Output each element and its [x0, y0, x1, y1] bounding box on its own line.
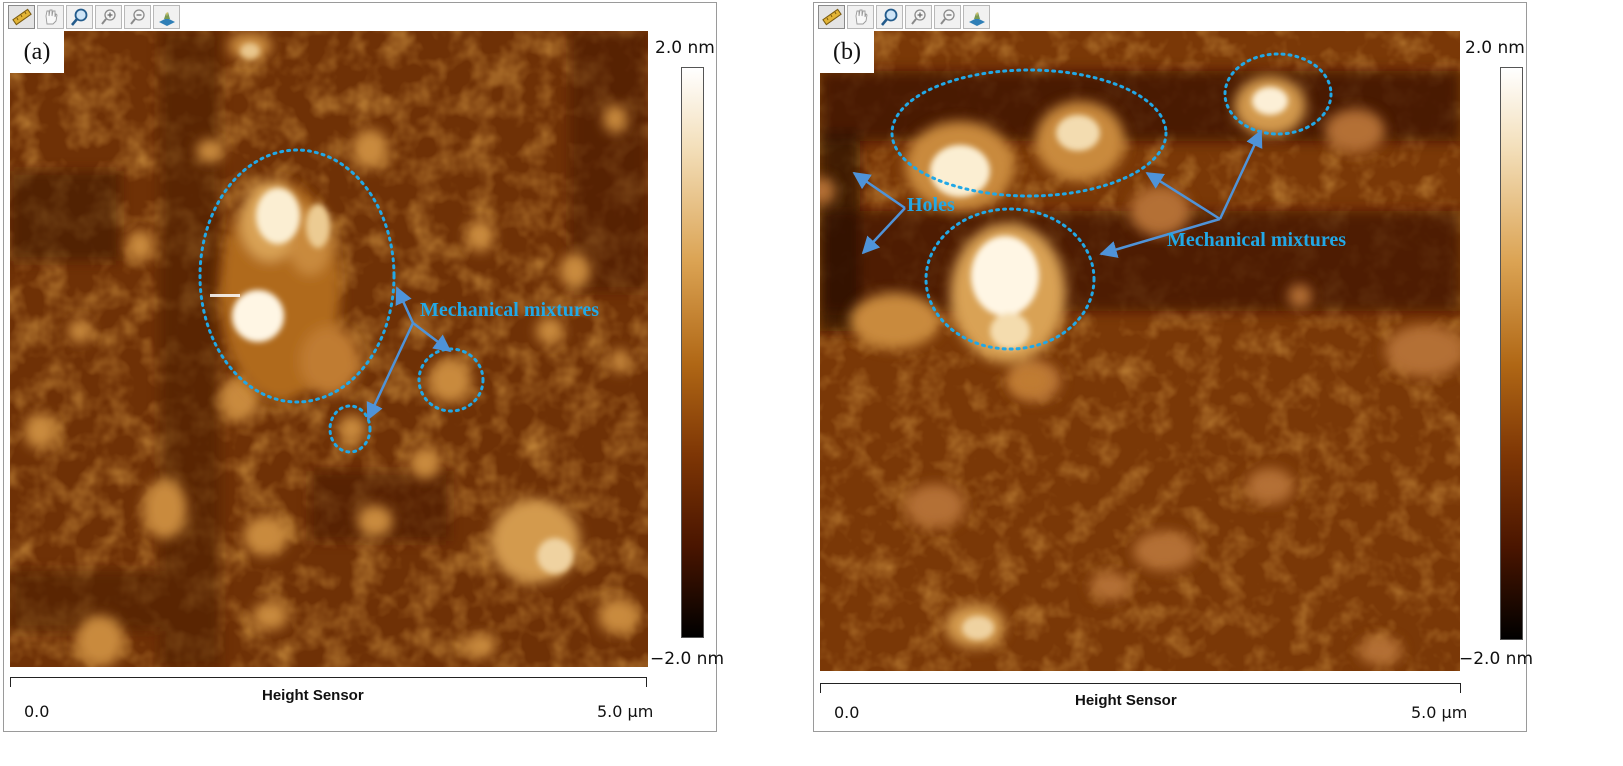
- colorbar-min-label: −2.0 nm: [1459, 649, 1534, 669]
- axis-end-label: 5.0 µm: [1411, 703, 1468, 722]
- panel-label-b: (b): [820, 31, 874, 73]
- height-colorbar: [681, 67, 704, 638]
- 3d-view-tool-button[interactable]: [153, 5, 180, 29]
- zoom-in-tool-button[interactable]: [905, 5, 932, 29]
- 3d-view-icon: [158, 12, 175, 26]
- 3d-view-icon: [968, 12, 985, 26]
- annotation-label: Mechanical mixtures: [1167, 229, 1347, 251]
- pan-tool-button[interactable]: [37, 5, 64, 29]
- axis-start-label: 0.0: [834, 703, 860, 722]
- colorbar-max-label: 2.0 nm: [655, 38, 715, 58]
- pan-tool-button[interactable]: [847, 5, 874, 29]
- x-scale-axis: [820, 683, 1461, 693]
- afm-panel-b: (b) Holes Mechanical mixtures 2.0 nm −2.…: [813, 2, 1533, 732]
- zoom-in-tool-button[interactable]: [95, 5, 122, 29]
- magnify-tool-button[interactable]: [66, 5, 93, 29]
- zoom-in-icon: [100, 9, 116, 25]
- ruler-icon: [821, 8, 842, 26]
- annotation-label: Mechanical mixtures: [420, 299, 600, 321]
- x-scale-axis: [10, 677, 647, 687]
- magnifier-icon: [70, 8, 87, 26]
- afm-height-image-b[interactable]: (b) Holes Mechanical mixtures: [820, 31, 1460, 671]
- afm-topography-a: [10, 31, 648, 667]
- image-toolbar-a: [8, 5, 180, 31]
- zoom-out-tool-button[interactable]: [934, 5, 961, 29]
- image-toolbar-b: [818, 5, 990, 31]
- axis-title: Height Sensor: [1075, 692, 1177, 709]
- magnify-tool-button[interactable]: [876, 5, 903, 29]
- ruler-tool-button[interactable]: [8, 5, 35, 29]
- axis-start-label: 0.0: [24, 702, 50, 721]
- panel-label-a: (a): [10, 31, 64, 73]
- axis-end-label: 5.0 µm: [597, 702, 654, 721]
- hand-icon: [855, 9, 867, 25]
- colorbar-min-label: −2.0 nm: [650, 649, 725, 669]
- afm-height-image-a[interactable]: (a) Mechanical mixtures: [10, 31, 648, 667]
- ruler-tool-button[interactable]: [818, 5, 845, 29]
- hand-icon: [45, 9, 57, 25]
- zoom-out-icon: [129, 9, 145, 25]
- zoom-out-tool-button[interactable]: [124, 5, 151, 29]
- zoom-out-icon: [939, 9, 955, 25]
- colorbar-max-label: 2.0 nm: [1465, 38, 1525, 58]
- zoom-in-icon: [910, 9, 926, 25]
- height-colorbar: [1500, 67, 1523, 640]
- axis-title: Height Sensor: [262, 687, 364, 704]
- 3d-view-tool-button[interactable]: [963, 5, 990, 29]
- afm-topography-b: [820, 31, 1460, 671]
- magnifier-icon: [880, 8, 897, 26]
- afm-panel-a: (a) Mechanical mixtures 2.0 nm −2.0 nm H…: [3, 2, 724, 732]
- ruler-icon: [11, 8, 32, 26]
- annotation-label: Holes: [907, 194, 955, 216]
